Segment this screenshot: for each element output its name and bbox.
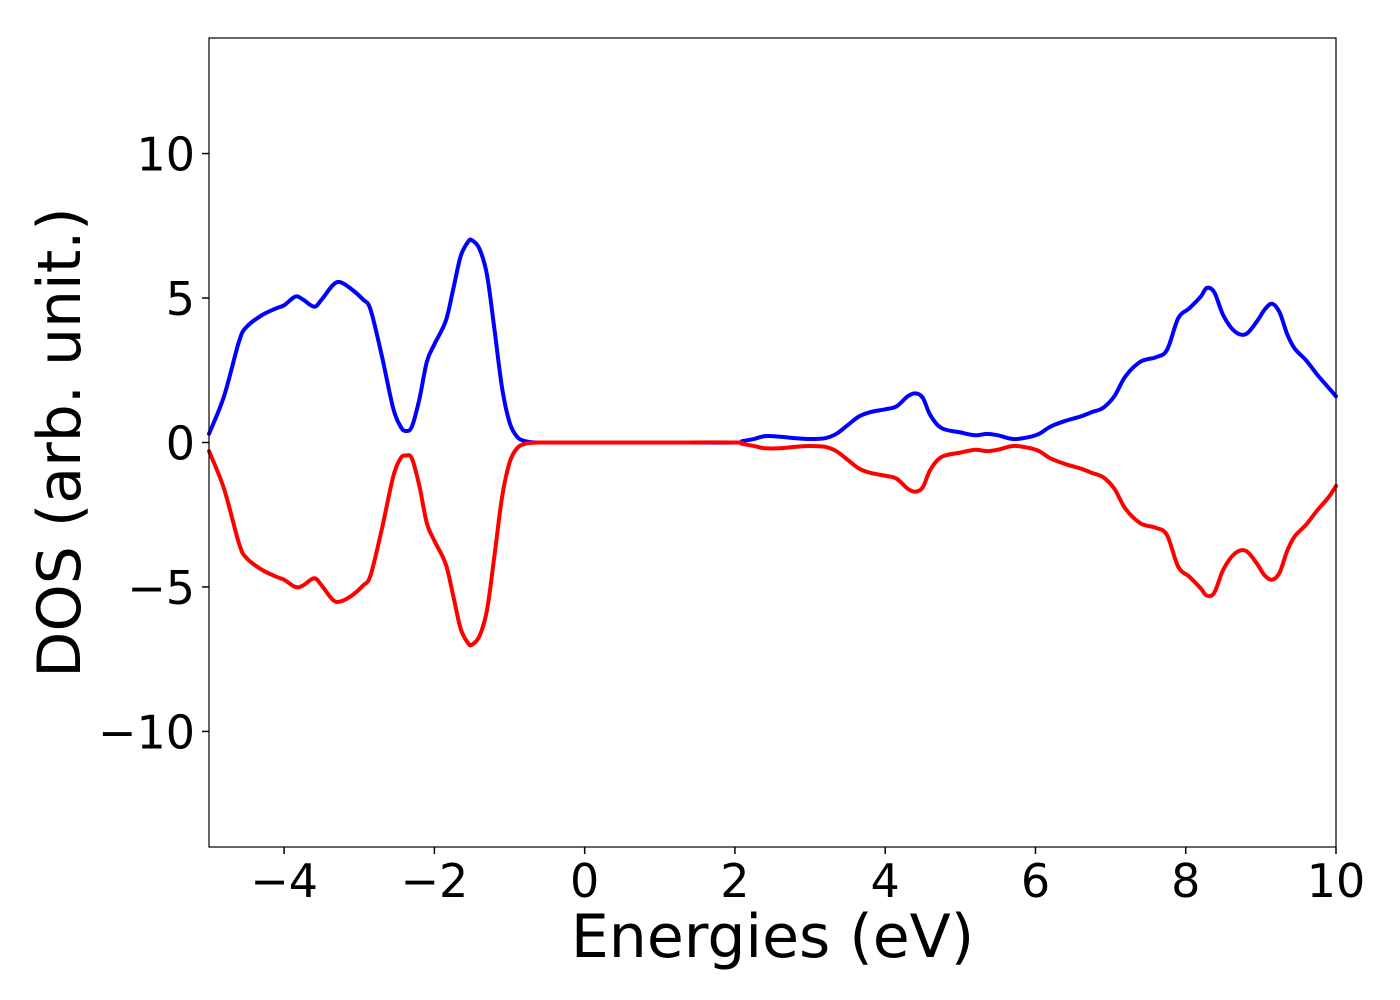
x-tick-label: 10 (1307, 854, 1366, 908)
y-tick-label: 5 (166, 272, 195, 326)
plot-frame (208, 37, 1337, 848)
y-tick-label: −10 (98, 705, 195, 759)
y-axis-label: DOS (arb. unit.) (25, 207, 95, 677)
x-tick-label: 4 (871, 854, 900, 908)
x-tick-label: 2 (720, 854, 749, 908)
x-tick-label: 6 (1021, 854, 1050, 908)
dos-series-line-negative (207, 440, 1338, 648)
ticks-layer: −4 −2 0 2 4 6 8 10 −10 −5 0 5 10 (98, 128, 1365, 908)
dos-series-line-positive (207, 237, 1338, 445)
y-tick-label: −5 (127, 561, 195, 615)
y-tick-label: 10 (136, 128, 195, 182)
y-tick-label: 0 (166, 417, 195, 471)
x-tick-label: −4 (250, 854, 318, 908)
series-layer (207, 237, 1338, 648)
x-tick-label: 0 (570, 854, 599, 908)
x-tick-label: 8 (1171, 854, 1200, 908)
x-tick-label: −2 (400, 854, 468, 908)
x-axis-label: Energies (eV) (571, 902, 974, 972)
